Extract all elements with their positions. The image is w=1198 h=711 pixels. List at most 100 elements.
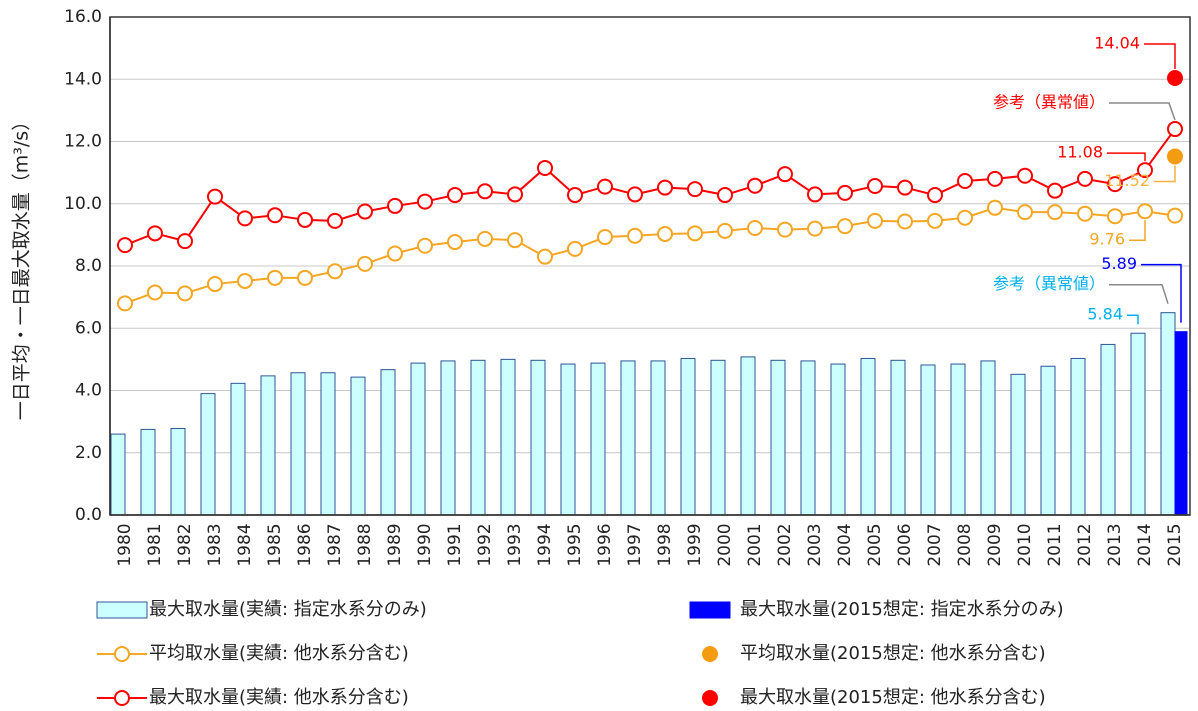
x-tick-label: 2006 (895, 523, 915, 566)
x-tick-label: 1993 (505, 523, 525, 566)
line-marker (507, 186, 523, 203)
line-marker (837, 184, 853, 201)
data-label: 11.08 (1057, 143, 1103, 162)
x-tick-label: 1997 (625, 523, 645, 566)
line-marker (867, 178, 883, 195)
data-label: 5.84 (1087, 305, 1123, 324)
line-marker (417, 193, 433, 210)
y-tick-label: 0.0 (75, 505, 102, 525)
line-marker (147, 284, 163, 301)
line-marker (897, 179, 913, 196)
line-marker (657, 225, 673, 242)
bar (230, 382, 246, 516)
line-marker (927, 187, 943, 204)
line-marker (927, 212, 943, 229)
x-tick-label: 2002 (775, 523, 795, 566)
line-marker (597, 178, 613, 195)
legend-swatch (114, 646, 130, 662)
y-tick-label: 16.0 (64, 7, 102, 27)
bar (620, 360, 636, 516)
line-marker (1047, 182, 1063, 199)
x-tick-label: 2013 (1105, 523, 1125, 566)
bar (830, 363, 846, 516)
bar (1070, 357, 1086, 516)
line-marker (567, 187, 583, 204)
leader-line (1127, 314, 1139, 325)
bar (1100, 343, 1116, 516)
legend-swatch (689, 601, 731, 619)
line-marker (477, 230, 493, 247)
line-marker (957, 209, 973, 226)
x-tick-label: 2009 (985, 523, 1005, 566)
legend-label: 最大取水量(2015想定: 指定水系分のみ) (740, 599, 1064, 620)
bar (770, 359, 786, 516)
bar (110, 433, 126, 516)
bar (500, 358, 516, 516)
legend-label: 平均取水量(2015想定: 他水系分含む) (740, 643, 1046, 664)
x-tick-label: 1983 (205, 523, 225, 566)
line-marker (237, 210, 253, 227)
line-marker (897, 213, 913, 230)
x-tick-label: 2011 (1045, 523, 1065, 566)
line-marker (357, 203, 373, 220)
line-marker (837, 218, 853, 235)
x-tick-label: 1986 (295, 523, 315, 566)
line-marker (327, 212, 343, 229)
line-marker (867, 212, 883, 229)
line-marker (507, 232, 523, 249)
line-marker (627, 227, 643, 244)
x-tick-label: 2014 (1135, 523, 1155, 566)
legend-label: 最大取水量(実績: 他水系分含む) (149, 687, 409, 708)
x-tick-label: 1982 (175, 523, 195, 566)
x-tick-label: 1991 (445, 523, 465, 566)
line-marker (297, 211, 313, 228)
line-marker (207, 276, 223, 293)
x-tick-label: 1999 (685, 523, 705, 566)
line-marker (1137, 162, 1153, 179)
line-marker (207, 188, 223, 205)
x-tick-label: 1980 (115, 523, 135, 566)
x-tick-label: 1994 (535, 523, 555, 566)
line-marker (537, 248, 553, 265)
bar (950, 363, 966, 516)
legend-label: 最大取水量(実績: 指定水系分のみ) (149, 599, 427, 620)
bar (170, 427, 186, 516)
bar (1160, 312, 1176, 516)
line-marker (687, 181, 703, 198)
line-marker (657, 179, 673, 196)
x-tick-label: 1989 (385, 523, 405, 566)
line-marker (1137, 203, 1153, 220)
line-marker (447, 234, 463, 251)
x-tick-label: 2003 (805, 523, 825, 566)
bar (590, 362, 606, 516)
line-marker (477, 183, 493, 200)
line-marker (237, 272, 253, 289)
bar (1130, 332, 1146, 516)
line-marker (267, 207, 283, 224)
x-tick-label: 1987 (325, 523, 345, 566)
y-tick-label: 2.0 (75, 443, 102, 463)
bar (350, 376, 366, 516)
annotation: 参考（異常値） (993, 93, 1105, 112)
line-marker (417, 237, 433, 254)
line (124, 128, 1176, 247)
line-marker (357, 255, 373, 272)
line-marker (687, 225, 703, 242)
bar (290, 372, 306, 516)
y-tick-label: 12.0 (64, 132, 102, 152)
leader-line (1154, 165, 1176, 183)
leader-line (1109, 283, 1169, 304)
bar (860, 357, 876, 516)
legend-swatch (114, 690, 130, 706)
leader-line (1129, 220, 1146, 241)
bar (1010, 373, 1026, 516)
line-marker (747, 220, 763, 237)
y-axis-label: 一日平均・一日最大取水量（m³/s） (11, 112, 33, 420)
line-marker (777, 166, 793, 183)
line-marker (1017, 204, 1033, 221)
line-marker (147, 225, 163, 242)
legend-swatch (702, 646, 718, 662)
bar (890, 359, 906, 516)
bar (260, 375, 276, 516)
legend-label: 最大取水量(2015想定: 他水系分含む) (740, 687, 1046, 708)
